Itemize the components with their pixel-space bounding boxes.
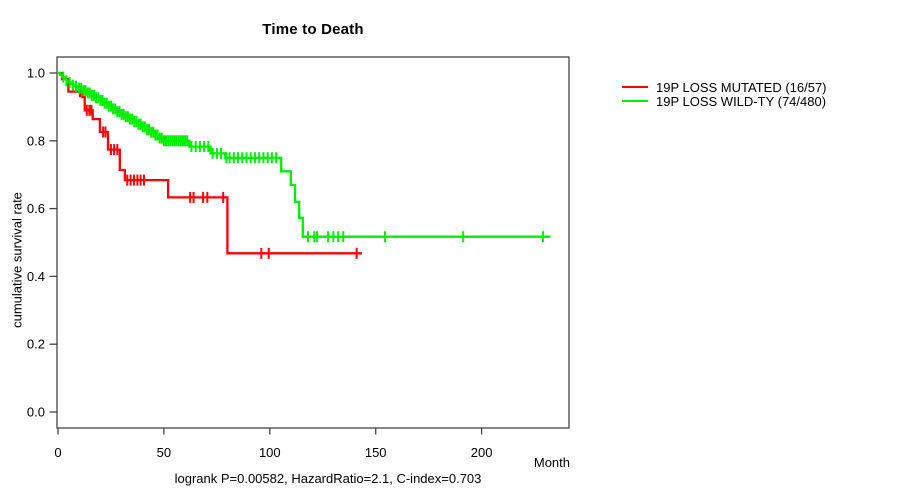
x-axis-title: Month bbox=[533, 455, 570, 470]
curve-wildtype bbox=[58, 71, 551, 238]
legend-label-wildtype: 19P LOSS WILD-TY (74/480) bbox=[656, 93, 827, 109]
legend-item-mutated: 19P LOSS MUTATED (16/57) bbox=[622, 79, 827, 95]
y-tick-label: 0.8 bbox=[27, 133, 45, 148]
x-tick-label: 200 bbox=[471, 445, 493, 460]
y-tick-label: 0.6 bbox=[27, 201, 45, 216]
y-tick-label: 1.0 bbox=[27, 66, 45, 81]
curve-mutated bbox=[58, 71, 362, 255]
legend-item-wildtype: 19P LOSS WILD-TY (74/480) bbox=[622, 93, 827, 109]
x-tick-label: 150 bbox=[365, 445, 387, 460]
legend-label-mutated: 19P LOSS MUTATED (16/57) bbox=[656, 79, 827, 95]
y-axis-title: cumulative survival rate bbox=[9, 192, 25, 328]
legend: 19P LOSS MUTATED (16/57) 19P LOSS WILD-T… bbox=[622, 79, 827, 109]
legend-line-mutated bbox=[622, 86, 648, 88]
chart-title: Time to Death bbox=[262, 21, 364, 38]
y-tick-label: 0.4 bbox=[27, 269, 45, 284]
stats-annotation: logrank P=0.00582, HazardRatio=2.1, C-in… bbox=[174, 471, 482, 486]
legend-line-wildtype bbox=[622, 100, 648, 102]
x-tick-label: 100 bbox=[259, 445, 281, 460]
x-tick-label: 50 bbox=[157, 445, 171, 460]
y-tick-label: 0.2 bbox=[27, 337, 45, 352]
x-tick-label: 0 bbox=[54, 445, 61, 460]
plot-box bbox=[56, 56, 570, 429]
y-tick-label: 0.0 bbox=[27, 405, 45, 420]
